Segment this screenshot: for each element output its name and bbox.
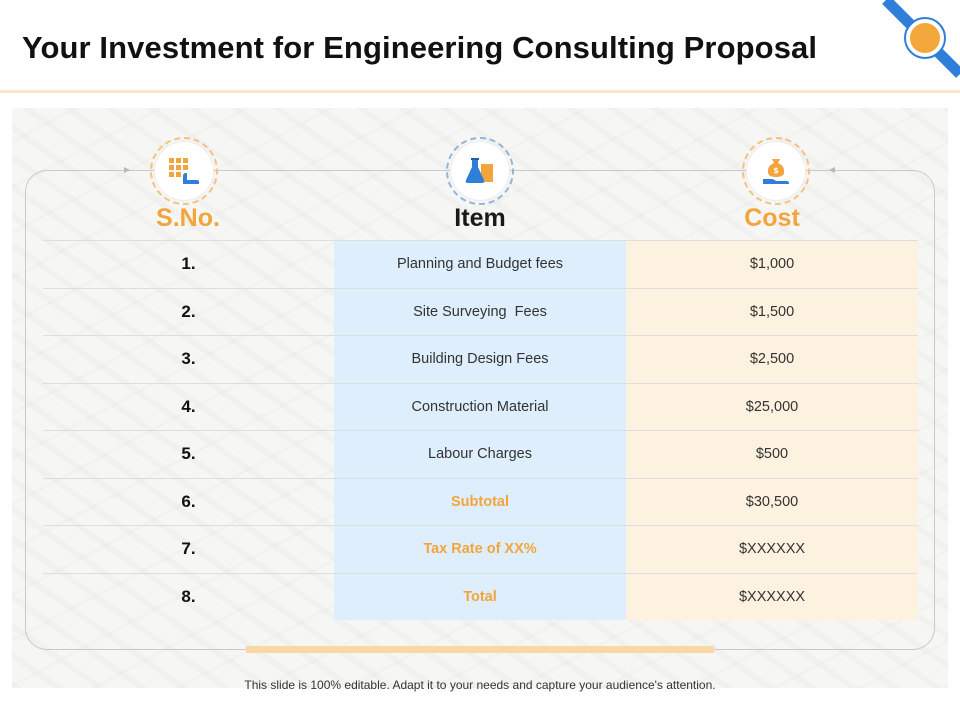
row-item: Building Design Fees xyxy=(411,351,549,368)
flask-icon xyxy=(465,158,493,183)
arrow-right-icon xyxy=(829,167,835,173)
table-row: 1. Planning and Budget fees $1,000 xyxy=(43,240,918,288)
row-number: 3. xyxy=(181,349,196,369)
row-number: 1. xyxy=(181,254,196,274)
row-number: 7. xyxy=(181,539,196,559)
corner-decoration-icon xyxy=(880,0,960,82)
table-row: 2. Site Surveying Fees $1,500 xyxy=(43,287,918,336)
table-row: 8. Total $XXXXXX xyxy=(43,572,918,621)
row-number: 4. xyxy=(181,396,196,416)
sno-icon-badge xyxy=(150,137,218,205)
row-item: Construction Material xyxy=(411,398,549,415)
table-row: 4. Construction Material $25,000 xyxy=(43,382,918,431)
row-cost: $1,500 xyxy=(749,303,795,320)
table-row: 5. Labour Charges $500 xyxy=(43,430,918,478)
cost-icon-badge: $ xyxy=(742,137,810,205)
connector-mid-left xyxy=(245,170,430,171)
row-cost: $XXXXXX xyxy=(738,588,806,605)
column-header-item: Item xyxy=(454,204,506,232)
money-bag-hand-icon: $ xyxy=(763,159,789,184)
row-cost: $25,000 xyxy=(745,398,799,415)
row-cost: $500 xyxy=(755,446,789,463)
row-cost: $30,500 xyxy=(745,493,799,510)
table-row: 3. Building Design Fees $2,500 xyxy=(43,335,918,383)
footer-note: This slide is 100% editable. Adapt it to… xyxy=(244,678,716,692)
connector-mid-right xyxy=(525,170,720,171)
item-icon-badge xyxy=(446,137,514,205)
connector-left xyxy=(70,170,125,171)
row-number: 8. xyxy=(181,586,196,606)
row-item-total: Total xyxy=(463,588,497,605)
row-number: 6. xyxy=(181,491,196,511)
row-cost: $2,500 xyxy=(749,351,795,368)
table-row: 7. Tax Rate of XX% $XXXXXX xyxy=(43,525,918,573)
row-cost: $XXXXXX xyxy=(738,541,806,558)
calculator-hand-icon xyxy=(169,158,199,184)
row-item: Labour Charges xyxy=(428,446,532,463)
title-divider xyxy=(0,90,960,93)
row-number: 5. xyxy=(181,444,196,464)
row-number: 2. xyxy=(181,301,196,321)
page-title: Your Investment for Engineering Consulti… xyxy=(22,30,818,65)
table-row: 6. Subtotal $30,500 xyxy=(43,477,918,526)
bottom-accent-bar xyxy=(246,646,714,653)
column-header-cost: Cost xyxy=(744,204,800,232)
row-cost: $1,000 xyxy=(749,256,795,273)
svg-text:$: $ xyxy=(773,166,779,175)
row-item: Site Surveying Fees xyxy=(413,303,547,320)
arrow-left-icon xyxy=(124,167,130,173)
row-item-subtotal: Subtotal xyxy=(451,493,509,510)
row-item: Planning and Budget fees xyxy=(396,256,564,273)
column-header-sno: S.No. xyxy=(156,204,220,232)
connector-right xyxy=(835,170,890,171)
row-item-tax: Tax Rate of XX% xyxy=(423,541,537,558)
